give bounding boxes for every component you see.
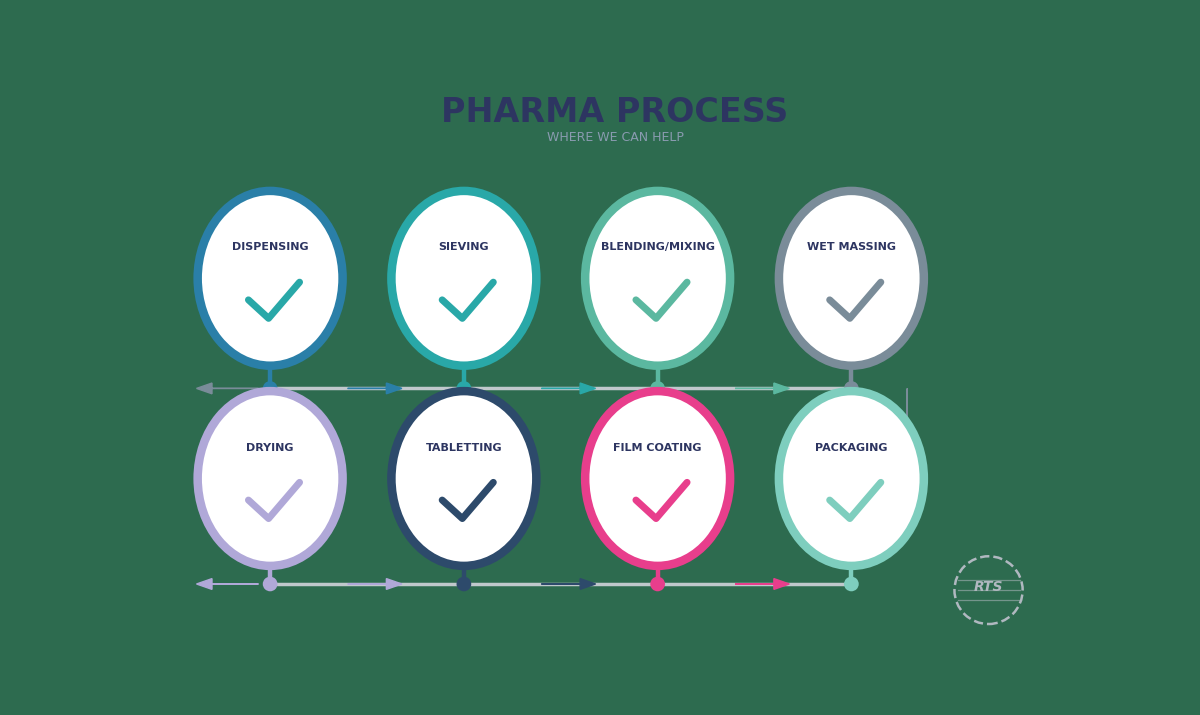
Text: PHARMA PROCESS: PHARMA PROCESS (442, 97, 788, 129)
Text: PACKAGING: PACKAGING (815, 443, 888, 453)
Text: RTS: RTS (974, 580, 1003, 594)
Ellipse shape (784, 195, 919, 362)
Text: FILM COATING: FILM COATING (613, 443, 702, 453)
FancyArrow shape (197, 383, 258, 394)
Ellipse shape (589, 395, 726, 562)
Circle shape (263, 381, 277, 395)
Circle shape (263, 577, 277, 591)
Ellipse shape (193, 387, 347, 570)
Text: BLENDING/MIXING: BLENDING/MIXING (601, 242, 715, 252)
Circle shape (650, 577, 665, 591)
Circle shape (456, 577, 472, 591)
Text: SIEVING: SIEVING (438, 242, 490, 252)
Circle shape (456, 381, 472, 395)
Ellipse shape (202, 395, 338, 562)
FancyArrow shape (736, 383, 790, 394)
Text: DRYING: DRYING (246, 443, 294, 453)
Text: WHERE WE CAN HELP: WHERE WE CAN HELP (546, 131, 684, 144)
FancyArrow shape (541, 578, 595, 589)
Ellipse shape (784, 395, 919, 562)
FancyArrow shape (736, 578, 790, 589)
Ellipse shape (775, 387, 928, 570)
Ellipse shape (202, 195, 338, 362)
Circle shape (844, 381, 859, 395)
Ellipse shape (193, 187, 347, 370)
FancyArrow shape (901, 388, 913, 463)
Ellipse shape (775, 187, 928, 370)
Ellipse shape (396, 395, 532, 562)
Ellipse shape (388, 387, 541, 570)
Text: TABLETTING: TABLETTING (426, 443, 502, 453)
Ellipse shape (396, 195, 532, 362)
Ellipse shape (388, 187, 541, 370)
FancyArrow shape (348, 383, 402, 394)
Ellipse shape (581, 187, 734, 370)
FancyArrow shape (541, 383, 595, 394)
Circle shape (844, 577, 859, 591)
FancyArrow shape (197, 578, 258, 589)
Ellipse shape (581, 387, 734, 570)
FancyArrow shape (348, 578, 402, 589)
Ellipse shape (589, 195, 726, 362)
Text: DISPENSING: DISPENSING (232, 242, 308, 252)
Text: WET MASSING: WET MASSING (806, 242, 896, 252)
Circle shape (650, 381, 665, 395)
